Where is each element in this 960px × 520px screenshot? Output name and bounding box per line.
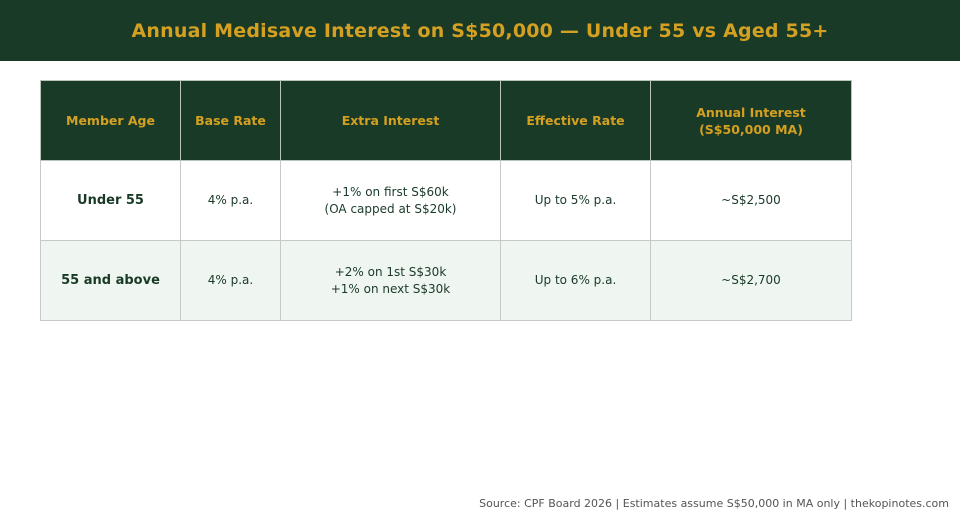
page-title: Annual Medisave Interest on S$50,000 — U… xyxy=(131,19,829,42)
title-banner: Annual Medisave Interest on S$50,000 — U… xyxy=(0,0,960,61)
column-header-base-rate: Base Rate xyxy=(180,80,281,161)
cell-extra-interest: +1% on first S$60k (OA capped at S$20k) xyxy=(280,160,501,241)
source-footnote: Source: CPF Board 2026 | Estimates assum… xyxy=(479,497,949,510)
cell-base-rate: 4% p.a. xyxy=(180,160,281,241)
medisave-interest-table: Member Age Base Rate Extra Interest Effe… xyxy=(40,80,852,321)
cell-annual-interest: ~S$2,700 xyxy=(650,240,852,321)
cell-extra-interest: +2% on 1st S$30k +1% on next S$30k xyxy=(280,240,501,321)
cell-base-rate: 4% p.a. xyxy=(180,240,281,321)
cell-annual-interest: ~S$2,500 xyxy=(650,160,852,241)
table-header-row: Member Age Base Rate Extra Interest Effe… xyxy=(40,80,852,161)
column-header-effective-rate: Effective Rate xyxy=(500,80,651,161)
cell-member-age: 55 and above xyxy=(40,240,181,321)
table-row: 55 and above 4% p.a. +2% on 1st S$30k +1… xyxy=(40,240,852,321)
cell-effective-rate: Up to 6% p.a. xyxy=(500,240,651,321)
cell-effective-rate: Up to 5% p.a. xyxy=(500,160,651,241)
column-header-annual-interest: Annual Interest (S$50,000 MA) xyxy=(650,80,852,161)
table-row: Under 55 4% p.a. +1% on first S$60k (OA … xyxy=(40,160,852,241)
cell-member-age: Under 55 xyxy=(40,160,181,241)
column-header-member-age: Member Age xyxy=(40,80,181,161)
column-header-extra-interest: Extra Interest xyxy=(280,80,501,161)
